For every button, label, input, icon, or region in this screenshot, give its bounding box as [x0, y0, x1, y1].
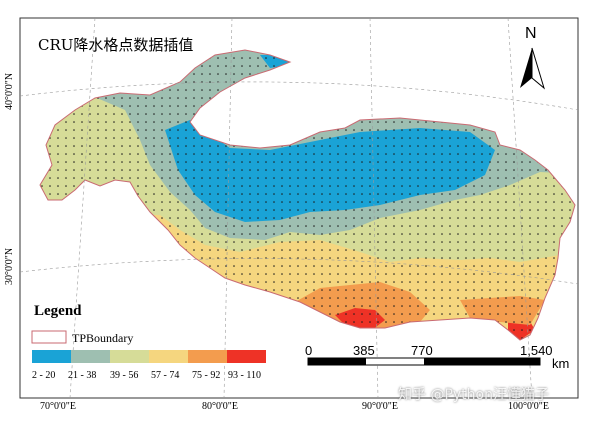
legend-boundary-label: TPBoundary: [72, 331, 134, 345]
legend-swatch: [32, 350, 71, 363]
legend-class-label: 93 - 110: [228, 370, 261, 381]
north-label: N: [525, 25, 537, 42]
north-arrow-left: [520, 48, 532, 88]
scale-segment-3: [424, 358, 540, 365]
north-arrow: [520, 47, 545, 90]
legend-boundary-swatch: [31, 330, 67, 344]
north-arrow-right: [531, 47, 545, 90]
legend-swatch: [188, 350, 227, 363]
scale-tick-label: 1,540: [520, 343, 553, 358]
latitude-label: 30°0'0"N: [4, 247, 15, 285]
legend-class-label: 39 - 56: [110, 370, 139, 381]
map-title: CRU降水格点数据插值: [38, 36, 194, 54]
map-frame: [19, 17, 579, 399]
scale-segment-1: [308, 358, 366, 365]
scale-tick-label: 770: [411, 343, 433, 358]
legend-swatch: [110, 350, 149, 363]
scale-tick-label: 0: [305, 343, 313, 358]
legend-class-label: 75 - 92: [192, 370, 221, 381]
legend-swatch: [227, 350, 266, 363]
latitude-label: 40°0'0"N: [4, 72, 15, 110]
longitude-label: 90°0'0"E: [362, 401, 398, 412]
watermark: 知乎 @Python汪懂猫子: [398, 387, 549, 403]
longitude-label: 80°0'0"E: [202, 401, 238, 412]
parallel-30: [19, 258, 579, 285]
legend-swatch: [71, 350, 110, 363]
longitude-label: 70°0'0"E: [40, 401, 76, 412]
longitude-label: 100°0'0"E: [508, 401, 549, 412]
legend-class-label: 21 - 38: [68, 370, 97, 381]
scale-unit: km: [552, 356, 570, 371]
legend-swatches: [32, 350, 266, 363]
scale-bar: [307, 357, 541, 366]
parallel-40: [19, 81, 579, 111]
legend-title: Legend: [34, 303, 82, 319]
legend-class-label: 2 - 20: [32, 370, 56, 381]
graticule: [19, 17, 579, 399]
legend-class-label: 57 - 74: [151, 370, 180, 381]
scale-tick-label: 385: [353, 343, 375, 358]
legend-swatch: [149, 350, 188, 363]
